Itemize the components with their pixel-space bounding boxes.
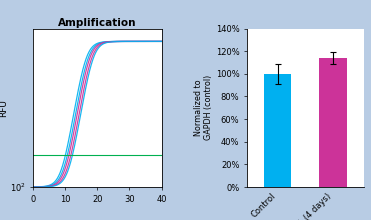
Title: Amplification: Amplification bbox=[58, 18, 137, 28]
Bar bbox=[264, 74, 292, 187]
Y-axis label: Normalized to
GAPDH (control): Normalized to GAPDH (control) bbox=[194, 75, 213, 140]
Bar bbox=[319, 58, 347, 187]
Y-axis label: RFU: RFU bbox=[0, 99, 9, 117]
